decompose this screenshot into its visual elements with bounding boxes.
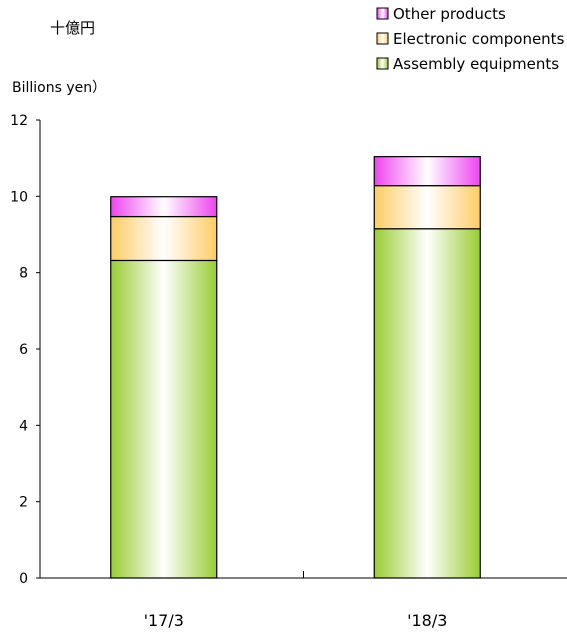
y-axis: 0 2 4 6 8 10 12 bbox=[10, 113, 41, 587]
y-tick-label: 4 bbox=[19, 418, 28, 434]
x-tick-label: '18/3 bbox=[407, 611, 447, 630]
bar-assembly-equipments-17-3 bbox=[110, 259, 218, 579]
legend-label-electronic-components: Electronic components bbox=[393, 30, 565, 48]
legend-swatch-other-products bbox=[376, 7, 389, 20]
y-tick-label: 6 bbox=[19, 342, 28, 358]
bar-other-products-18-3 bbox=[373, 156, 481, 187]
legend: Other products Electronic components Assem… bbox=[376, 5, 565, 73]
bar-other-products-17-3 bbox=[110, 196, 218, 218]
unit-label-en: Billions yen） bbox=[12, 80, 106, 96]
bar-assembly-equipments-18-3 bbox=[373, 228, 481, 579]
bars bbox=[110, 156, 481, 579]
bar-electronic-components-17-3 bbox=[110, 215, 218, 262]
bar-electronic-components-18-3 bbox=[373, 185, 481, 230]
y-tick-label: 0 bbox=[19, 571, 28, 587]
y-tick-label: 8 bbox=[19, 266, 28, 282]
legend-swatch-electronic-components bbox=[376, 32, 389, 45]
y-tick-label: 2 bbox=[19, 495, 28, 511]
legend-label-other-products: Other products bbox=[393, 5, 506, 23]
x-tick-label: '17/3 bbox=[144, 611, 184, 630]
y-tick-label: 10 bbox=[10, 189, 28, 205]
unit-label-ja: 十億円 bbox=[50, 19, 95, 37]
legend-label-assembly-equipments: Assembly equipments bbox=[393, 55, 559, 73]
x-axis: '17/3 '18/3 bbox=[40, 571, 567, 630]
y-tick-label: 12 bbox=[10, 113, 28, 129]
legend-swatch-assembly-equipments bbox=[376, 57, 389, 70]
